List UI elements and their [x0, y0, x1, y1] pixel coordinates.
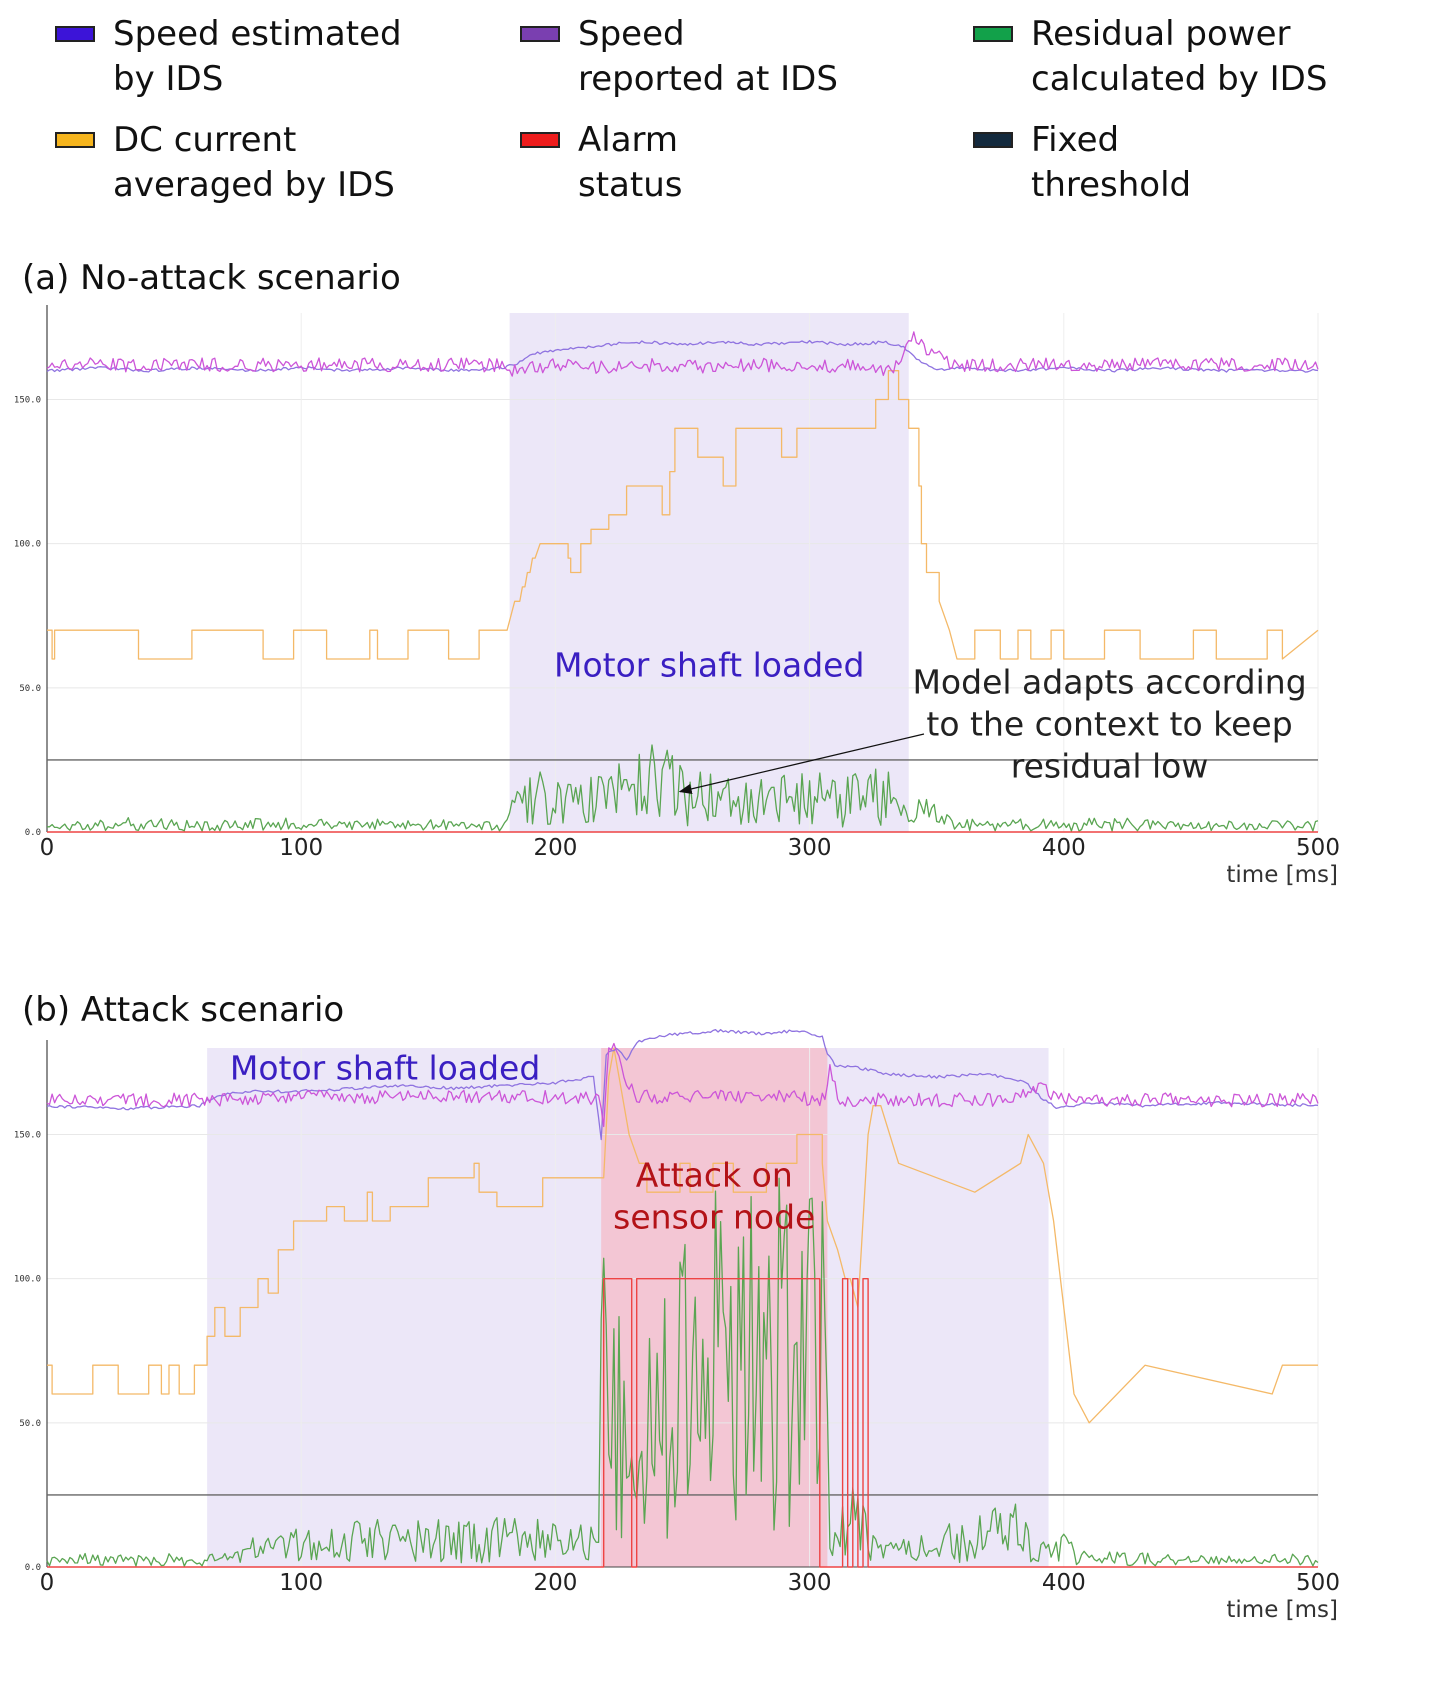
series-line-resid: [47, 744, 1319, 832]
legend-swatch: [520, 26, 560, 42]
series-line-dc: [47, 1047, 1318, 1424]
series-line-speed-est: [46, 1028, 1319, 1141]
legend-item-dc-current: DC current averaged by IDS: [55, 118, 443, 208]
y-tick-label: 50.0: [19, 684, 41, 694]
x-tick-label: 400: [1042, 1570, 1086, 1596]
series-line-dc: [47, 370, 1319, 660]
legend-swatch: [973, 132, 1013, 148]
legend-label: Speed estimated by IDS: [113, 14, 402, 99]
legend-swatch: [55, 132, 95, 148]
y-tick-label: 0.0: [25, 828, 41, 838]
x-tick-label: 400: [1042, 835, 1086, 861]
legend-item-speed-reported: Speed reported at IDS: [520, 12, 908, 102]
x-tick-label: 500: [1296, 1570, 1340, 1596]
legend-label: Speed reported at IDS: [578, 14, 838, 99]
series-line-speed-rep: [46, 1042, 1319, 1128]
panel-b-title: (b) Attack scenario: [22, 990, 345, 1030]
panel-a-title: (a) No-attack scenario: [22, 258, 401, 298]
motor-loaded-label: Motor shaft loaded: [230, 1049, 540, 1088]
legend: Speed estimated by IDS Speed reported at…: [0, 0, 1454, 230]
legend-item-residual-power: Residual power calculated by IDS: [973, 12, 1361, 102]
legend-item-fixed-threshold: Fixed threshold: [973, 118, 1361, 208]
x-tick-label: 100: [279, 835, 323, 861]
x-tick-label: 200: [533, 835, 577, 861]
y-tick-label: 100.0: [14, 1275, 41, 1285]
annotation-arrow: [678, 733, 925, 795]
legend-swatch: [973, 26, 1013, 42]
x-tick-label: 300: [788, 1570, 832, 1596]
x-tick-label: 500: [1296, 835, 1340, 861]
series-line-alarm: [47, 1278, 1318, 1568]
legend-item-alarm-status: Alarm status: [520, 118, 908, 208]
legend-swatch: [55, 26, 95, 42]
x-tick-label: 100: [279, 1570, 323, 1596]
x-tick-label: 300: [788, 835, 832, 861]
motor-loaded-band: [509, 313, 909, 832]
y-tick-label: 150.0: [14, 1131, 41, 1141]
x-tick-label: 0: [40, 1570, 55, 1596]
legend-swatch: [520, 132, 560, 148]
legend-label: Fixed threshold: [1031, 120, 1192, 205]
motor-loaded-label: Motor shaft loaded: [554, 645, 864, 684]
attack-label: Attack on sensor node: [613, 1155, 815, 1236]
x-axis-label: time [ms]: [1226, 862, 1338, 888]
y-tick-label: 100.0: [14, 540, 41, 550]
x-axis-label: time [ms]: [1226, 1597, 1338, 1623]
legend-label: Residual power calculated by IDS: [1031, 14, 1328, 99]
x-tick-label: 200: [533, 1570, 577, 1596]
y-tick-label: 50.0: [19, 1419, 41, 1429]
series-line-speed-est: [46, 339, 1319, 373]
y-tick-label: 0.0: [25, 1563, 41, 1573]
series-line-speed-rep: [46, 331, 1319, 377]
series-line-resid: [46, 1177, 1319, 1567]
legend-label: DC current averaged by IDS: [113, 120, 395, 205]
y-tick-label: 150.0: [14, 396, 41, 406]
x-tick-label: 0: [40, 835, 55, 861]
legend-label: Alarm status: [578, 120, 683, 205]
legend-item-speed-estimated: Speed estimated by IDS: [55, 12, 443, 102]
annotation-text: Model adapts according to the context to …: [912, 663, 1306, 786]
